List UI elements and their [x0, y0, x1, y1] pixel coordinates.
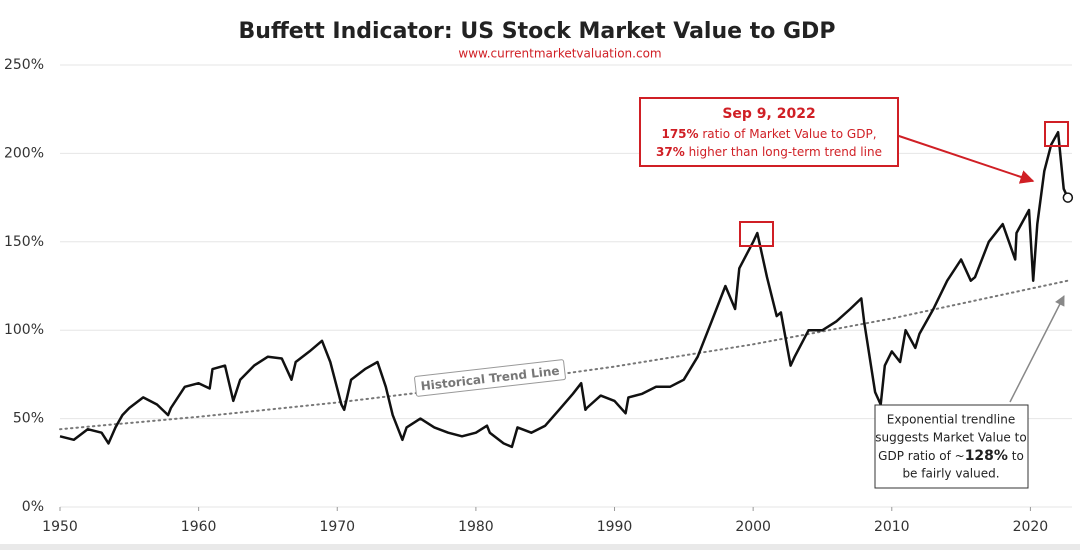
note-arrow: [1009, 295, 1065, 403]
end-point: [1062, 192, 1074, 203]
callout-value: 37%: [656, 145, 685, 159]
chart-subtitle: www.currentmarketvaluation.com: [458, 47, 661, 61]
x-tick-label: 1980: [458, 519, 494, 535]
note-text: Exponential trendline: [887, 413, 1015, 427]
callout-box: [639, 97, 899, 167]
x-tick-label: 1970: [319, 519, 355, 535]
note-text: GDP ratio of ~: [878, 449, 965, 463]
y-tick-label: 250%: [4, 57, 44, 73]
x-tick-label: 2000: [735, 519, 771, 535]
peak-box: [1044, 121, 1069, 147]
x-tick-label: 2010: [874, 519, 910, 535]
callout-text: higher than long-term trend line: [685, 145, 882, 159]
callout-value: 175%: [661, 127, 698, 141]
note-text: GDP ratio of ~128% to: [878, 448, 1024, 464]
callout-text: 175% ratio of Market Value to GDP,: [661, 127, 876, 141]
bottom-bar: [0, 544, 1080, 550]
note-text: suggests Market Value to: [875, 431, 1026, 445]
y-tick-label: 200%: [4, 145, 44, 161]
x-tick-label: 2020: [1013, 519, 1049, 535]
y-tick-label: 150%: [4, 234, 44, 250]
x-tick-label: 1950: [42, 519, 78, 535]
note-text: to: [1008, 449, 1024, 463]
y-tick-label: 0%: [22, 499, 44, 515]
y-tick-label: 100%: [4, 322, 44, 338]
y-tick-label: 50%: [13, 411, 44, 427]
callout-arrow: [889, 132, 1035, 184]
note-text: be fairly valued.: [902, 467, 999, 481]
note-value: 128%: [965, 448, 1008, 464]
trend-line: [59, 279, 1069, 431]
x-tick-label: 1990: [597, 519, 633, 535]
note-box: [874, 404, 1029, 489]
callout-date: Sep 9, 2022: [722, 106, 815, 122]
x-tick-label: 1960: [181, 519, 217, 535]
trend-label: Historical Trend Line: [414, 359, 566, 397]
callout-text: ratio of Market Value to GDP,: [699, 127, 877, 141]
peak-box: [739, 221, 774, 247]
trend-label-box: [414, 359, 566, 397]
data-line: [59, 130, 1069, 449]
callout-text: 37% higher than long-term trend line: [656, 145, 882, 159]
grid: 0% 50% 100% 150% 200% 250% 1950 1960 1970 1980 199…: [4, 57, 1072, 535]
plot: [59, 130, 1074, 449]
chart-title: Buffett Indicator: US Stock Market Value…: [239, 19, 836, 44]
